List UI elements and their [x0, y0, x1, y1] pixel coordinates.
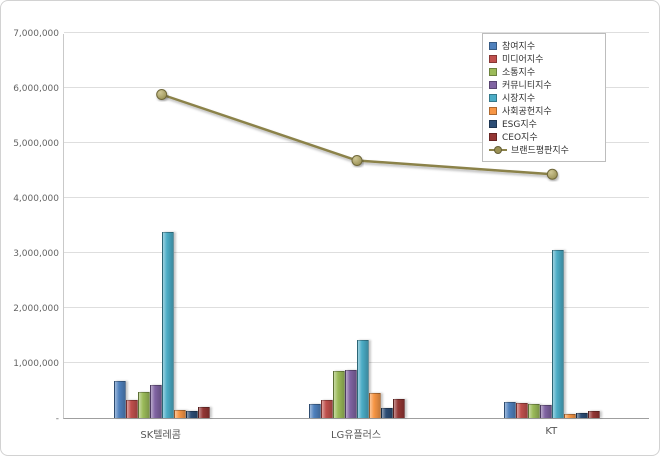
bar-참여지수	[504, 401, 517, 418]
bar-시장지수	[357, 339, 369, 418]
gridline	[64, 32, 649, 33]
bar-소통지수	[528, 403, 541, 418]
legend-swatch-icon	[489, 67, 497, 76]
gridline	[64, 252, 649, 253]
bar-사회공헌지수	[564, 414, 577, 418]
legend-label: CEO지수	[502, 133, 538, 143]
legend-label: ESG지수	[502, 120, 537, 130]
gridline	[64, 197, 649, 198]
legend-swatch-icon	[489, 132, 497, 141]
legend-item: 브랜드평판지수	[489, 143, 599, 156]
legend-label: 참여지수	[502, 42, 536, 52]
bar-사회공헌지수	[173, 409, 186, 418]
legend-item: 소통지수	[489, 65, 599, 78]
bar-미디어지수	[125, 399, 138, 418]
legend-item: 커뮤니티지수	[489, 78, 599, 91]
bar-ESG지수	[381, 408, 393, 418]
bar-미디어지수	[516, 403, 529, 418]
y-tick-label: -	[55, 414, 59, 424]
legend-label: 브랜드평판지수	[511, 146, 569, 156]
bar-ESG지수	[185, 410, 198, 418]
legend-label: 소통지수	[502, 68, 536, 78]
x-category-label: KT	[545, 426, 558, 437]
legend-swatch-icon	[489, 41, 497, 50]
y-tick-label: 1,000,000	[13, 359, 59, 369]
bar-소통지수	[333, 371, 345, 418]
legend-label: 사회공헌지수	[502, 107, 552, 117]
bar-참여지수	[309, 403, 321, 418]
legend-label: 시장지수	[502, 94, 536, 104]
legend-label: 커뮤니티지수	[502, 81, 552, 91]
y-tick-label: 5,000,000	[13, 139, 59, 149]
legend-item: 참여지수	[489, 39, 599, 52]
legend-swatch-icon	[489, 106, 497, 115]
legend-swatch-icon	[489, 119, 497, 128]
legend-line-marker-icon	[489, 145, 507, 155]
bar-시장지수	[552, 250, 565, 418]
legend-swatch-icon	[489, 93, 497, 102]
line-marker	[156, 89, 168, 100]
plot-area	[63, 32, 649, 419]
bar-ESG지수	[576, 413, 589, 418]
legend-item: ESG지수	[489, 117, 599, 130]
legend-swatch-icon	[489, 54, 497, 63]
bar-사회공헌지수	[369, 393, 381, 418]
legend-item: 미디어지수	[489, 52, 599, 65]
x-category-label: LG유플러스	[330, 430, 382, 441]
gridline	[64, 362, 649, 363]
bar-커뮤니티지수	[149, 385, 162, 418]
y-tick-label: 3,000,000	[13, 249, 59, 259]
x-category-label: SK텔레콤	[140, 430, 181, 441]
legend-item: 시장지수	[489, 91, 599, 104]
bar-커뮤니티지수	[345, 370, 357, 418]
gridline	[64, 87, 649, 88]
y-tick-label: 7,000,000	[13, 29, 59, 39]
bar-소통지수	[137, 392, 150, 418]
bar-커뮤니티지수	[540, 404, 553, 418]
line-marker	[546, 168, 558, 180]
gridline	[64, 307, 649, 308]
bar-시장지수	[161, 232, 174, 418]
bar-CEO지수	[588, 410, 601, 418]
y-tick-label: 6,000,000	[13, 84, 59, 94]
legend-swatch-icon	[489, 80, 497, 89]
y-tick-label: 2,000,000	[13, 304, 59, 314]
bar-미디어지수	[321, 399, 333, 418]
legend-item: CEO지수	[489, 130, 599, 143]
legend-item: 사회공헌지수	[489, 104, 599, 117]
bar-CEO지수	[393, 398, 405, 418]
y-tick-label: 4,000,000	[13, 194, 59, 204]
bar-참여지수	[113, 380, 126, 418]
line-marker	[351, 155, 363, 166]
legend-label: 미디어지수	[502, 55, 544, 65]
bar-CEO지수	[197, 407, 210, 418]
